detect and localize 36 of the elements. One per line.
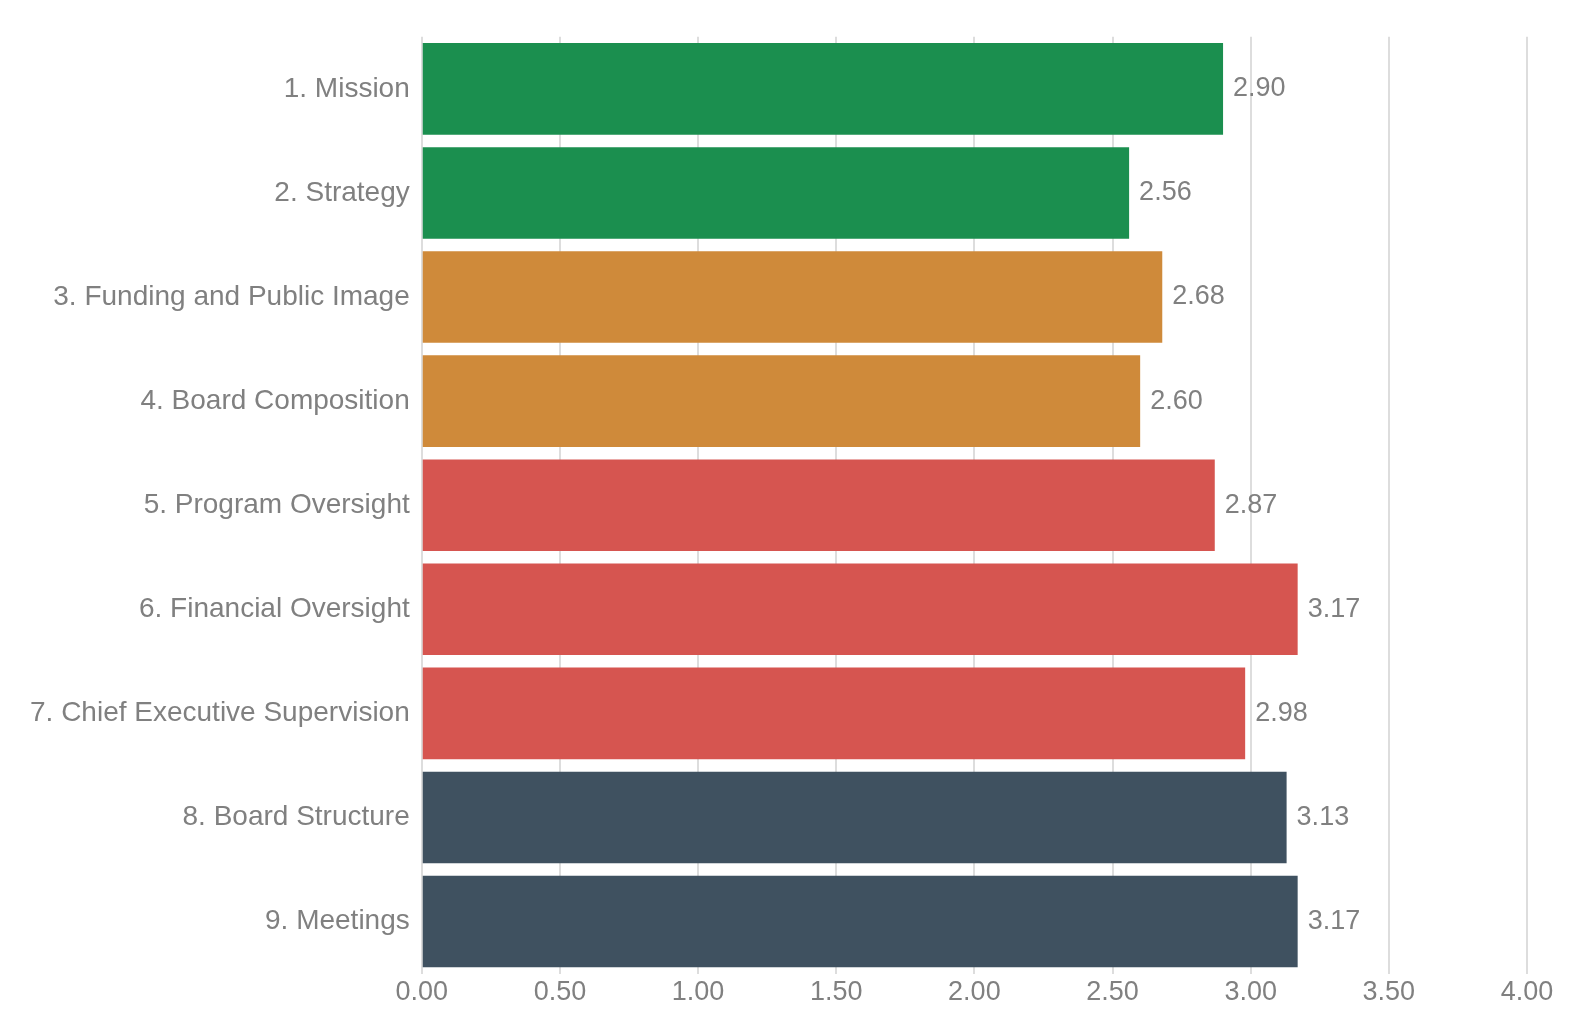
- x-tick-label: 0.50: [533, 976, 587, 1007]
- bar: [422, 875, 1298, 968]
- y-tick-label: 1. Mission: [283, 71, 410, 103]
- y-tick-label: 9. Meetings: [265, 904, 410, 936]
- x-tick-label: 2.50: [1086, 976, 1139, 1007]
- data-label: 3.17: [1307, 905, 1361, 936]
- data-label: 3.17: [1307, 592, 1361, 623]
- x-tick-label: 0.00: [395, 976, 449, 1007]
- bar: [422, 355, 1141, 447]
- y-tick-label: 4. Board Composition: [140, 383, 410, 415]
- bar: [422, 667, 1246, 760]
- bar: [422, 43, 1224, 135]
- data-label: 3.13: [1296, 800, 1350, 831]
- bar: [422, 771, 1287, 864]
- bar: [422, 147, 1130, 239]
- y-tick-label: 5. Program Oversight: [143, 487, 410, 519]
- data-label: 2.56: [1139, 176, 1192, 207]
- y-tick-label: 7. Chief Executive Supervision: [30, 696, 410, 728]
- x-tick-label: 3.50: [1362, 976, 1416, 1007]
- y-tick-label: 3. Funding and Public Image: [53, 279, 410, 311]
- x-tick-label: 1.00: [671, 976, 725, 1007]
- y-tick-label: 2. Strategy: [274, 175, 410, 207]
- data-label: 2.60: [1150, 384, 1203, 415]
- x-tick-label: 4.00: [1500, 976, 1554, 1007]
- y-tick-label: 8. Board Structure: [182, 800, 410, 832]
- data-label: 2.87: [1224, 488, 1278, 519]
- x-tick-label: 2.00: [948, 976, 1001, 1007]
- x-tick-label: 3.00: [1224, 976, 1277, 1007]
- data-label: 2.68: [1172, 280, 1225, 311]
- data-label: 2.98: [1255, 696, 1308, 727]
- y-tick-label: 6. Financial Oversight: [138, 592, 410, 624]
- bar: [422, 459, 1215, 551]
- bar: [422, 251, 1163, 343]
- data-label: 2.90: [1233, 72, 1286, 103]
- x-tick-label: 1.50: [809, 976, 863, 1007]
- bar: [422, 563, 1298, 656]
